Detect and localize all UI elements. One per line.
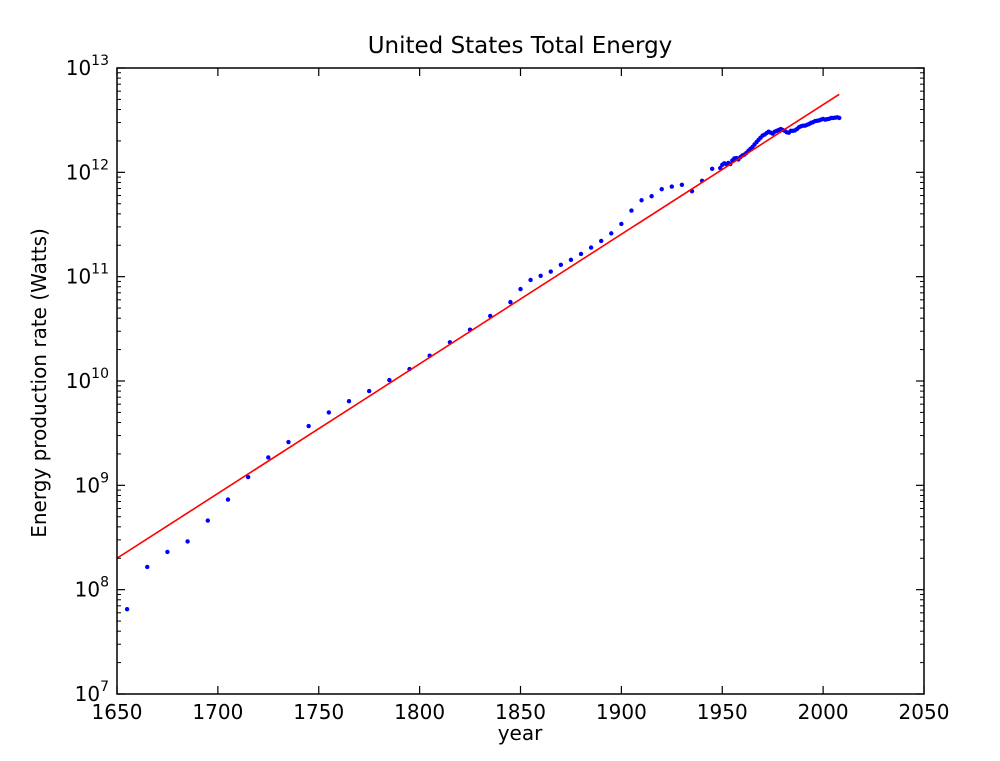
data-point (205, 518, 210, 523)
data-point (185, 539, 190, 544)
data-point (679, 182, 685, 187)
data-point (266, 455, 271, 460)
y-tick-label: 1012 (66, 157, 109, 184)
y-tick-label: 1013 (66, 53, 109, 80)
data-point (538, 273, 543, 278)
x-tick-label: 1750 (293, 700, 344, 724)
y-tick-label: 108 (75, 575, 109, 602)
plot-area (117, 93, 842, 612)
data-point (609, 231, 614, 236)
y-axis-label: Energy production rate (Watts) (27, 228, 51, 538)
data-point (548, 269, 553, 274)
y-tick-label: 1010 (66, 366, 109, 393)
data-point (578, 251, 584, 257)
data-point (588, 245, 594, 250)
x-tick-label: 2050 (899, 700, 950, 724)
x-tick-label: 1850 (495, 700, 546, 724)
data-point (306, 423, 311, 429)
x-tick-label: 1800 (394, 700, 445, 724)
data-point (669, 184, 675, 189)
x-tick-label: 2000 (798, 700, 849, 724)
chart-title: United States Total Energy (368, 33, 673, 59)
data-point (245, 474, 251, 480)
data-point (528, 277, 533, 283)
data-point (709, 166, 715, 172)
y-tick-label: 109 (75, 470, 109, 497)
data-point (508, 299, 513, 305)
data-point (649, 194, 654, 199)
x-axis-label: year (498, 721, 543, 745)
x-tick-label: 1650 (92, 700, 143, 724)
data-point (225, 497, 231, 502)
data-point (837, 115, 842, 121)
data-point (124, 606, 130, 612)
data-point (165, 549, 170, 555)
data-point (145, 564, 150, 570)
x-tick-label: 1950 (697, 700, 748, 724)
data-point (346, 399, 352, 404)
data-point (366, 388, 372, 394)
trend-line (117, 93, 840, 559)
x-tick-label: 1700 (192, 700, 243, 724)
data-point (619, 221, 624, 227)
y-tick-label: 107 (75, 679, 109, 706)
data-point (659, 186, 664, 192)
data-point (599, 238, 604, 244)
data-point (387, 377, 392, 383)
plot-frame (116, 67, 925, 695)
axis-ticks: 1650 1700 1750 1800 1850 1900 1950 2000 2050 107 1… (66, 53, 950, 724)
y-tick-label: 1011 (66, 262, 109, 289)
data-point (639, 198, 644, 203)
data-point (326, 410, 332, 415)
data-point (568, 257, 574, 263)
x-tick-label: 1900 (596, 700, 647, 724)
data-point (286, 439, 291, 445)
data-point (629, 208, 634, 213)
data-point (558, 262, 564, 267)
data-point (518, 286, 523, 292)
